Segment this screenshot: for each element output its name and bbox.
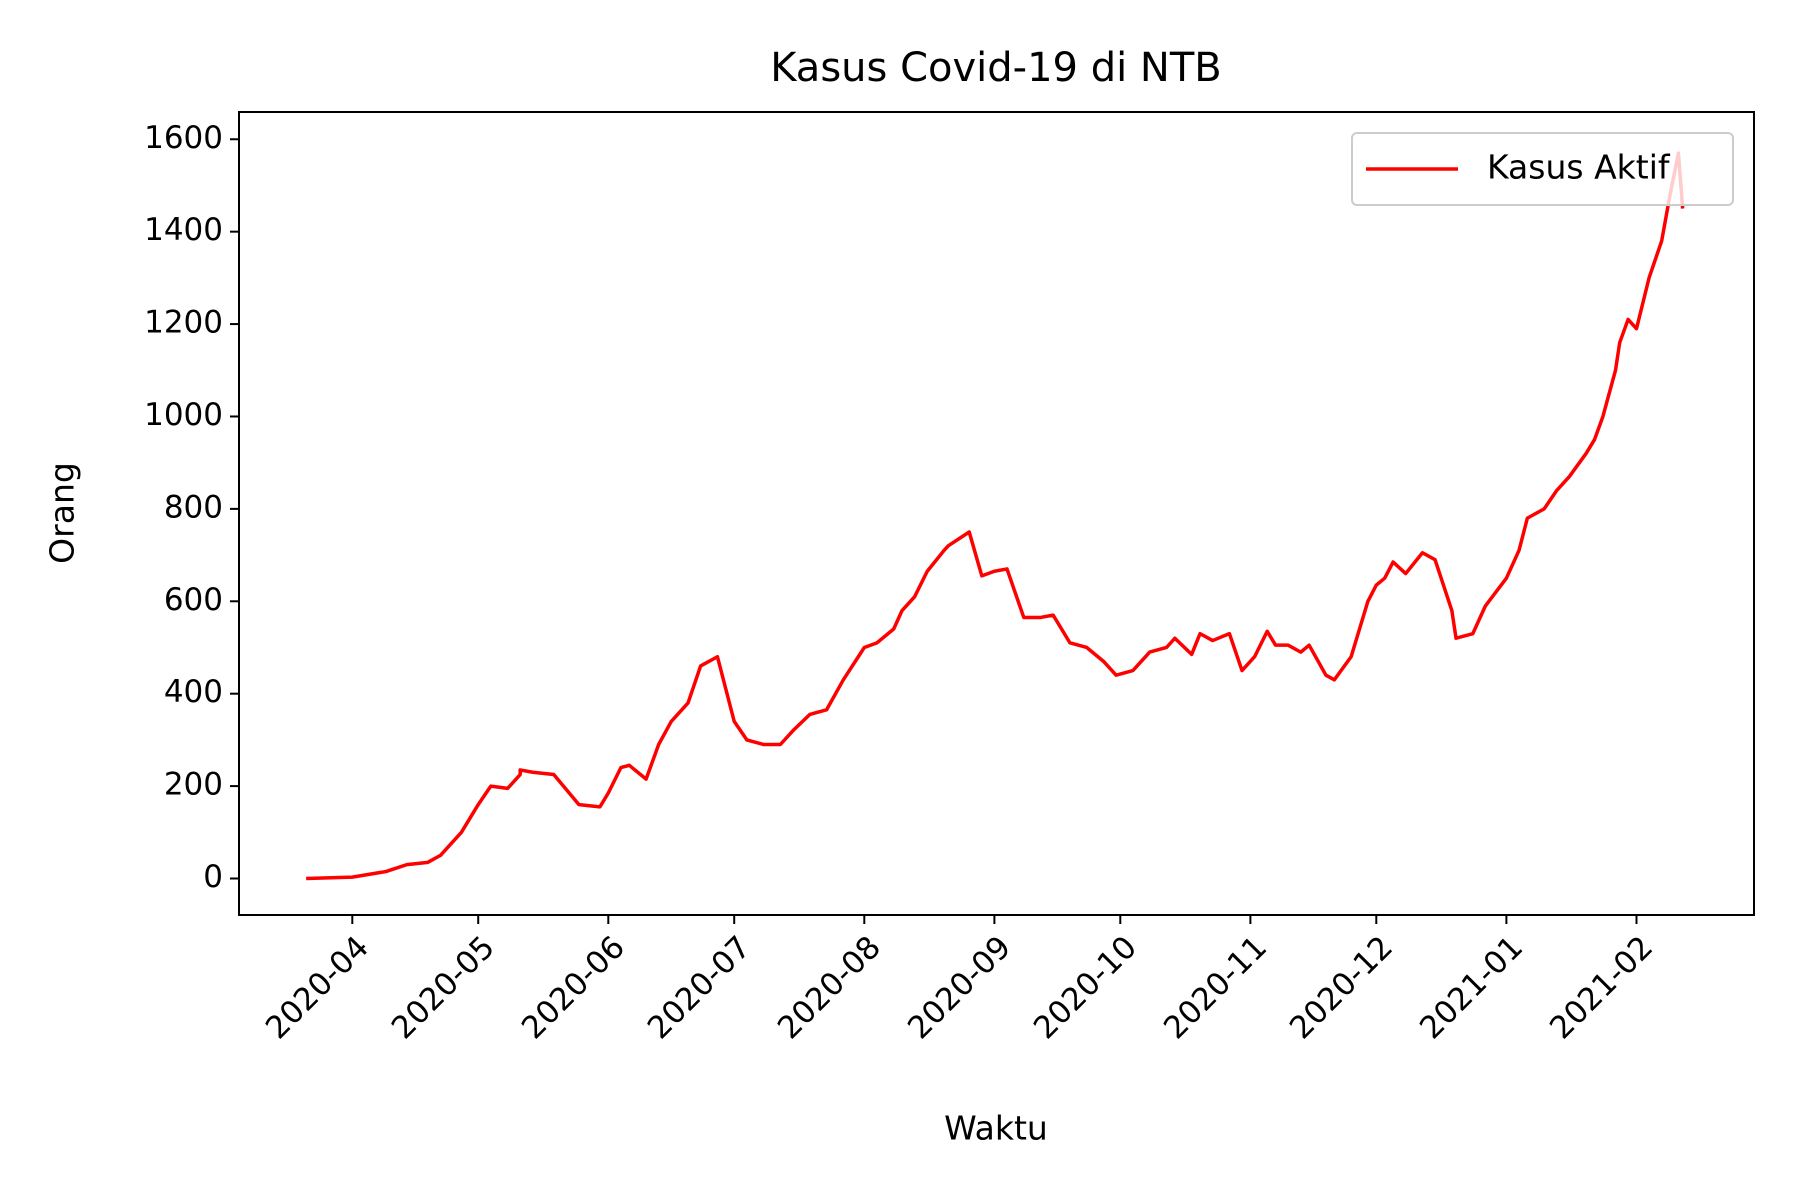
data-line [306, 151, 1685, 881]
y-tick-label: 1000 [144, 397, 223, 433]
y-tick-label: 400 [164, 674, 223, 710]
y-axis-label: Orang [43, 462, 82, 564]
legend-label: Kasus Aktif [1487, 148, 1671, 187]
y-tick-label: 1200 [144, 305, 223, 341]
plot-frame [238, 111, 1755, 916]
y-tick-label: 800 [164, 489, 223, 525]
x-axis-label: Waktu [944, 1109, 1048, 1148]
y-tick-label: 0 [203, 859, 223, 895]
legend-box [1351, 132, 1734, 206]
y-tick-label: 1400 [144, 212, 223, 248]
y-tick-label: 600 [164, 582, 223, 618]
y-tick-label: 1600 [144, 120, 223, 156]
chart-title: Kasus Covid-19 di NTB [770, 45, 1221, 91]
y-tick-label: 200 [164, 767, 223, 803]
